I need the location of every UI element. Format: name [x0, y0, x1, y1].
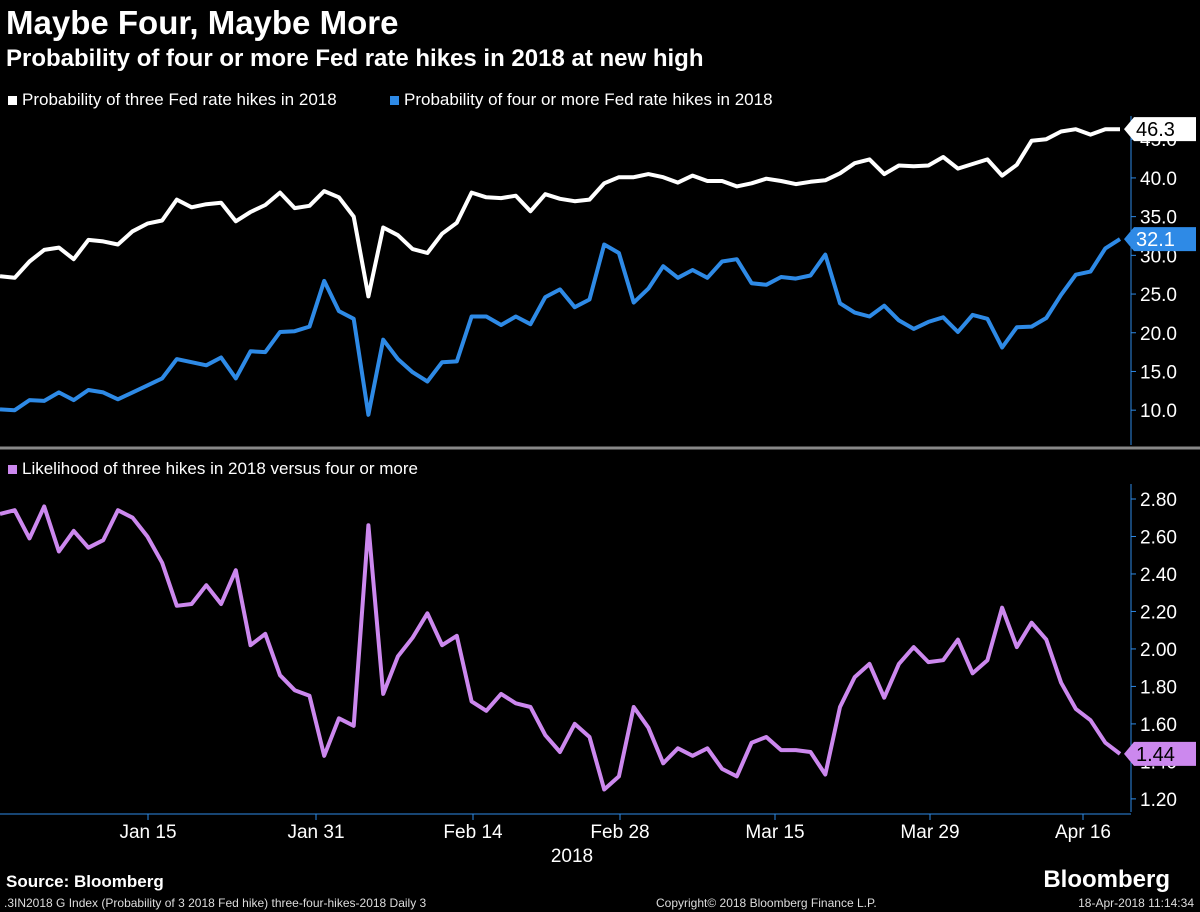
y-tick-label-bottom: 2.00 [1140, 640, 1177, 661]
y-tick-label-bottom: 1.20 [1140, 790, 1177, 811]
footer-copyright: Copyright© 2018 Bloomberg Finance L.P. [656, 896, 877, 910]
x-tick-label: Mar 29 [900, 822, 959, 843]
legend-ratio: Likelihood of three hikes in 2018 versus… [8, 459, 418, 479]
y-tick-label-top: 40.0 [1140, 169, 1177, 190]
legend-label-ratio: Likelihood of three hikes in 2018 versus… [22, 459, 418, 478]
y-tick-label-bottom: 2.20 [1140, 602, 1177, 623]
y-tick-label-bottom: 2.40 [1140, 565, 1177, 586]
last-value-ratio: 1.44 [1136, 744, 1175, 766]
source-label: Source: Bloomberg [6, 872, 164, 891]
y-tick-label-bottom: 2.60 [1140, 527, 1177, 548]
last-value-three: 46.3 [1136, 119, 1175, 141]
legend-label-four: Probability of four or more Fed rate hik… [404, 90, 773, 109]
series-line-three-hikes [0, 127, 1120, 299]
legend-swatch-blue [390, 95, 399, 105]
series-line-ratio [0, 504, 1122, 792]
legend-four-hikes: Probability of four or more Fed rate hik… [390, 90, 773, 110]
x-tick-label: Feb 14 [443, 822, 503, 843]
last-value-three-bg [1124, 117, 1196, 142]
x-tick-label: Jan 31 [287, 822, 344, 843]
chart-title: Maybe Four, Maybe More [6, 4, 399, 41]
x-axis-year: 2018 [551, 846, 593, 867]
y-tick-label-top: 10.0 [1140, 401, 1177, 422]
last-value-four: 32.1 [1136, 229, 1175, 251]
y-tick-label-top: 25.0 [1140, 285, 1177, 306]
y-tick-label-top: 35.0 [1140, 208, 1177, 229]
legend-three-hikes: Probability of three Fed rate hikes in 2… [8, 90, 337, 110]
last-value-ratio-bg [1124, 741, 1196, 766]
x-tick-label: Feb 28 [590, 822, 649, 843]
y-tick-label-top: 20.0 [1140, 324, 1177, 345]
y-tick-label-bottom: 1.80 [1140, 677, 1177, 698]
y-tick-label-bottom: 2.80 [1140, 490, 1177, 511]
x-tick-label: Mar 15 [745, 822, 804, 843]
footer-ticker: .3IN2018 G Index (Probability of 3 2018 … [4, 896, 427, 910]
last-value-four-bg [1124, 227, 1196, 252]
series-line-four-hikes [0, 237, 1122, 417]
y-tick-label-top: 15.0 [1140, 362, 1177, 383]
y-tick-label-bottom: 1.60 [1140, 715, 1177, 736]
footer-timestamp: 18-Apr-2018 11:14:34 [1078, 896, 1194, 910]
y-tick-label-top: 30.0 [1140, 246, 1177, 267]
chart-subtitle: Probability of four or more Fed rate hik… [6, 45, 704, 72]
x-tick-label: Apr 16 [1055, 822, 1111, 843]
legend-swatch-purple [8, 464, 17, 474]
legend-swatch-white [8, 95, 17, 105]
bloomberg-logo: Bloomberg [1043, 866, 1170, 893]
x-tick-label: Jan 15 [119, 822, 176, 843]
legend-label-three: Probability of three Fed rate hikes in 2… [22, 90, 337, 109]
